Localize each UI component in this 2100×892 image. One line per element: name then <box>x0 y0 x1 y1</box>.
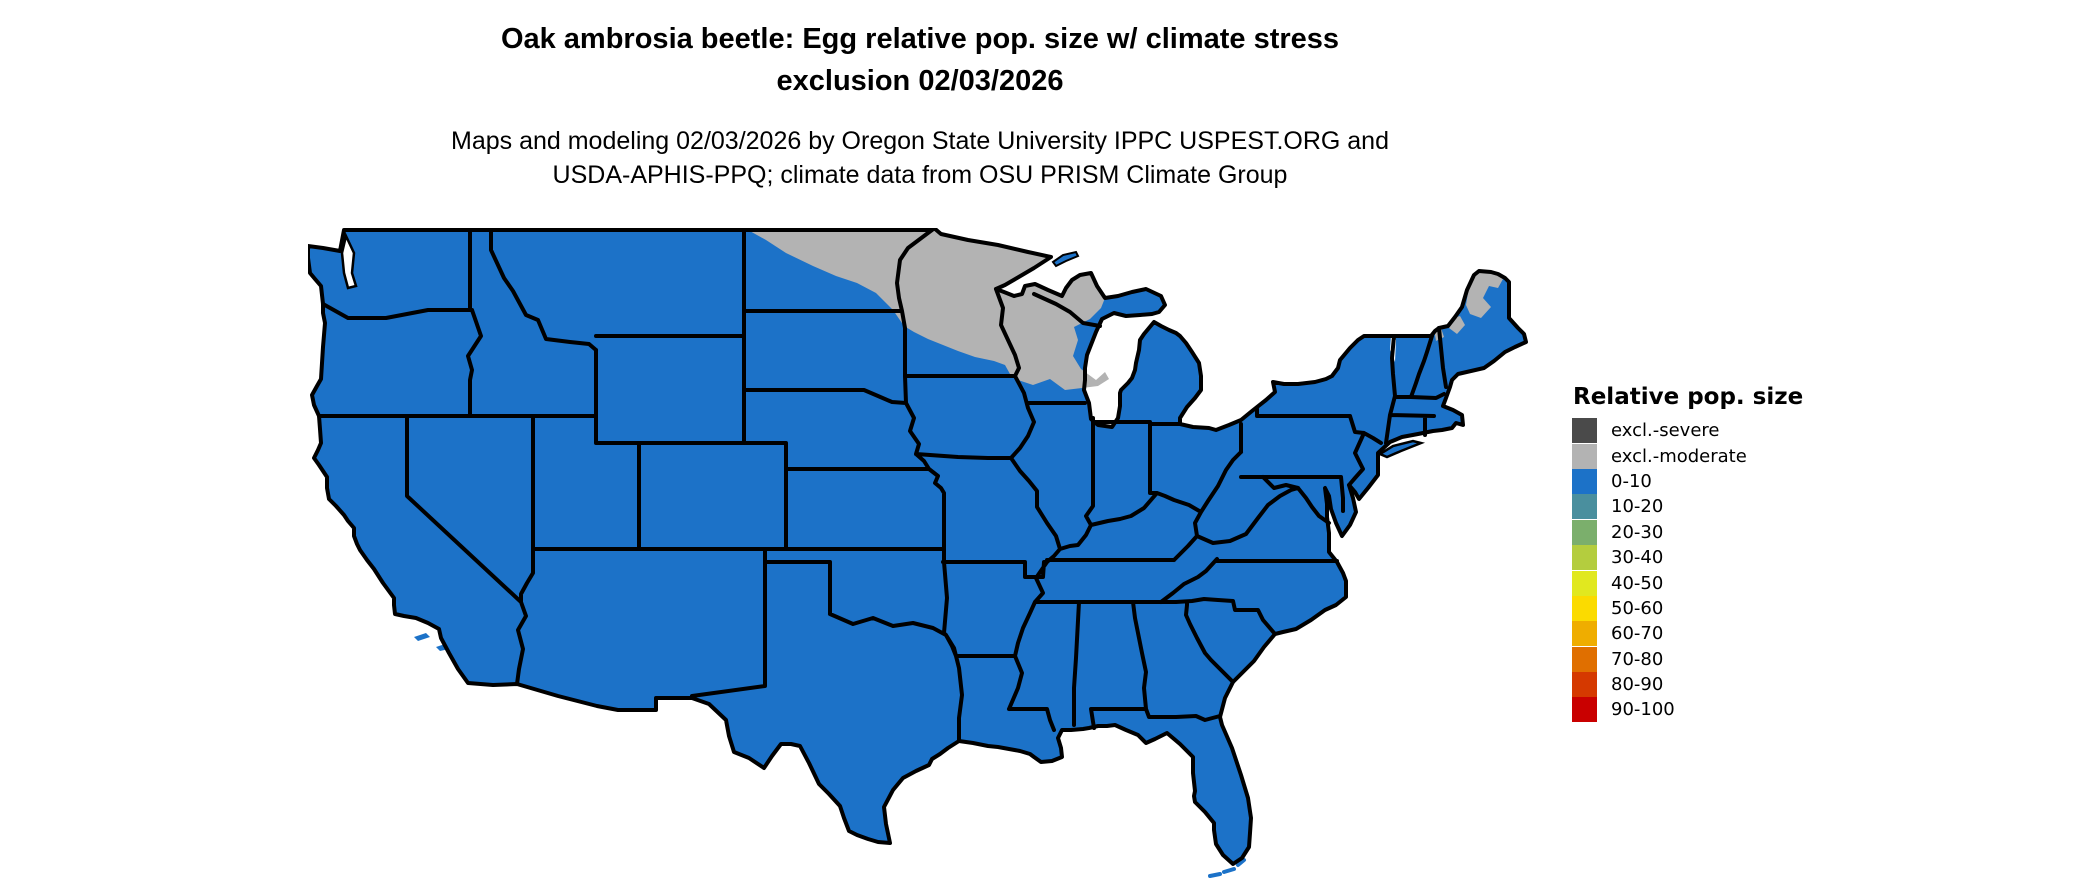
legend-label: 10-20 <box>1611 496 1664 518</box>
legend-label: excl.-moderate <box>1611 445 1747 467</box>
map-subtitle: Maps and modeling 02/03/2026 by Oregon S… <box>260 124 1580 192</box>
legend-swatch <box>1572 519 1597 545</box>
florida-keys <box>1208 858 1246 878</box>
legend-label: 30-40 <box>1611 547 1664 569</box>
legend-item-40-50: 40-50 <box>1572 570 1872 596</box>
legend-swatch <box>1572 545 1597 571</box>
map-title-line1: Oak ambrosia beetle: Egg relative pop. s… <box>500 23 1340 55</box>
us-map-figure <box>306 226 1528 880</box>
legend-title: Relative pop. size <box>1573 384 1804 410</box>
exclusion-region-northern-maine <box>1466 271 1503 318</box>
legend-item-30-40: 30-40 <box>1572 545 1872 571</box>
legend: Relative pop. size excl.-severe excl.-mod… <box>1572 384 1872 723</box>
legend-swatch <box>1572 595 1597 621</box>
legend-label: 40-50 <box>1611 572 1664 594</box>
us-map-svg <box>306 226 1528 878</box>
legend-swatch <box>1572 672 1597 698</box>
map-title-line2: exclusion 02/03/2026 <box>776 65 1064 97</box>
legend-label: 90-100 <box>1611 699 1675 721</box>
legend-items: excl.-severe excl.-moderate 0-10 10-20 20-30… <box>1572 418 1872 723</box>
legend-swatch <box>1572 697 1597 723</box>
legend-label: 70-80 <box>1611 648 1664 670</box>
channel-islands <box>414 633 465 661</box>
legend-swatch <box>1572 570 1597 596</box>
puget-sound-water <box>340 232 358 290</box>
map-subtitle-line2: USDA-APHIS-PPQ; climate data from OSU PR… <box>552 161 1288 189</box>
legend-label: 50-60 <box>1611 597 1664 619</box>
legend-item-0-10: 0-10 <box>1572 468 1872 494</box>
legend-item-10-20: 10-20 <box>1572 494 1872 520</box>
legend-item-90-100: 90-100 <box>1572 697 1872 723</box>
legend-label: excl.-severe <box>1611 420 1720 442</box>
legend-item-80-90: 80-90 <box>1572 672 1872 698</box>
legend-label: 60-70 <box>1611 623 1664 645</box>
map-title: Oak ambrosia beetle: Egg relative pop. s… <box>310 18 1530 102</box>
exclusion-region-upper-midwest <box>748 228 1109 390</box>
legend-label: 20-30 <box>1611 521 1664 543</box>
legend-label: 80-90 <box>1611 674 1664 696</box>
legend-swatch <box>1572 443 1597 469</box>
legend-item-70-80: 70-80 <box>1572 646 1872 672</box>
long-island <box>1377 439 1426 459</box>
legend-swatch <box>1572 621 1597 647</box>
legend-item-excl-severe: excl.-severe <box>1572 418 1872 444</box>
legend-item-50-60: 50-60 <box>1572 595 1872 621</box>
legend-item-60-70: 60-70 <box>1572 621 1872 647</box>
legend-swatch <box>1572 494 1597 520</box>
lake-michigan-islands <box>1135 326 1141 332</box>
state-borders <box>317 228 1448 743</box>
legend-swatch <box>1572 418 1597 444</box>
isle-royale-island <box>1051 250 1080 268</box>
legend-swatch <box>1572 646 1597 672</box>
legend-swatch <box>1572 468 1597 494</box>
legend-label: 0-10 <box>1611 470 1652 492</box>
legend-item-excl-moderate: excl.-moderate <box>1572 443 1872 469</box>
map-subtitle-line1: Maps and modeling 02/03/2026 by Oregon S… <box>451 127 1389 155</box>
legend-item-20-30: 20-30 <box>1572 519 1872 545</box>
